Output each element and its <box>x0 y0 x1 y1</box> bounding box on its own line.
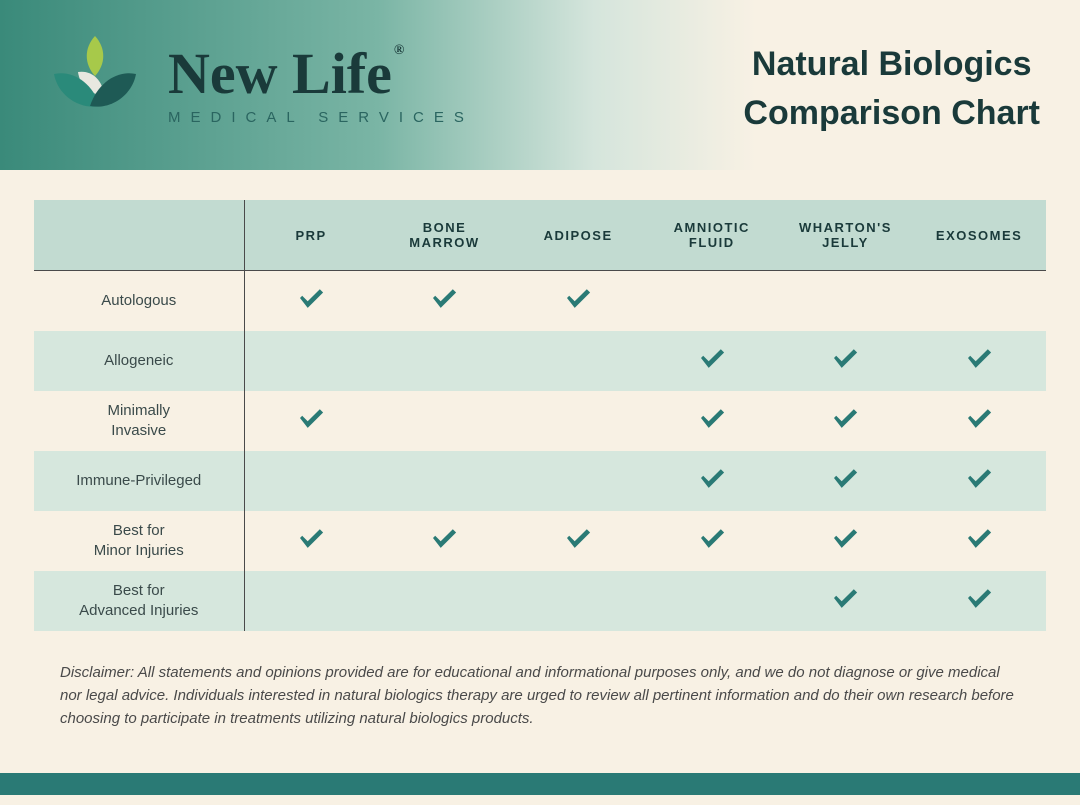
cell <box>779 391 913 451</box>
cell <box>378 511 512 571</box>
cell <box>779 571 913 631</box>
brand-name-text: New Life <box>168 41 392 106</box>
header: New Life® MEDICAL SERVICES Natural Biolo… <box>0 0 1080 170</box>
table-row: Allogeneic <box>34 331 1046 391</box>
cell <box>912 571 1046 631</box>
table-body: AutologousAllogeneicMinimallyInvasiveImm… <box>34 271 1046 631</box>
title-line-1: Natural Biologics <box>743 40 1040 89</box>
cell <box>912 511 1046 571</box>
check-icon <box>965 527 993 554</box>
cell <box>244 271 378 331</box>
row-label: Allogeneic <box>34 331 244 391</box>
cell <box>779 271 913 331</box>
cell <box>511 571 645 631</box>
row-label: Best forMinor Injuries <box>34 511 244 571</box>
cell <box>511 391 645 451</box>
title-line-2: Comparison Chart <box>743 89 1040 138</box>
cell <box>779 451 913 511</box>
check-icon <box>831 347 859 374</box>
disclaimer: Disclaimer: All statements and opinions … <box>0 631 1080 731</box>
cell <box>511 271 645 331</box>
table-row: Best forMinor Injuries <box>34 511 1046 571</box>
brand-tagline: MEDICAL SERVICES <box>168 109 474 126</box>
cell <box>244 571 378 631</box>
table-row: Immune-Privileged <box>34 451 1046 511</box>
check-icon <box>698 407 726 434</box>
cell <box>779 511 913 571</box>
col-header: WHARTON'SJELLY <box>779 200 913 271</box>
cell <box>378 571 512 631</box>
check-icon <box>831 587 859 614</box>
row-label: Immune-Privileged <box>34 451 244 511</box>
col-header: PRP <box>244 200 378 271</box>
cell <box>244 331 378 391</box>
footer-bar <box>0 773 1080 795</box>
check-icon <box>698 527 726 554</box>
check-icon <box>965 467 993 494</box>
check-icon <box>297 287 325 314</box>
col-header: EXOSOMES <box>912 200 1046 271</box>
check-icon <box>564 527 592 554</box>
brand-text: New Life® MEDICAL SERVICES <box>168 45 474 126</box>
check-icon <box>831 467 859 494</box>
col-header: AMNIOTICFLUID <box>645 200 779 271</box>
cell <box>912 391 1046 451</box>
cell <box>779 331 913 391</box>
table-row: Best forAdvanced Injuries <box>34 571 1046 631</box>
cell <box>912 271 1046 331</box>
cell <box>378 271 512 331</box>
corner-cell <box>34 200 244 271</box>
cell <box>645 571 779 631</box>
cell <box>511 331 645 391</box>
check-icon <box>698 467 726 494</box>
comparison-table: PRPBONEMARROWADIPOSEAMNIOTICFLUIDWHARTON… <box>34 200 1046 631</box>
cell <box>645 331 779 391</box>
page-title: Natural Biologics Comparison Chart <box>743 40 1040 139</box>
cell <box>378 451 512 511</box>
logo-icon <box>40 30 150 140</box>
cell <box>244 391 378 451</box>
check-icon <box>831 407 859 434</box>
brand-name: New Life® <box>168 45 474 103</box>
logo-block: New Life® MEDICAL SERVICES <box>40 30 474 140</box>
cell <box>378 331 512 391</box>
cell <box>378 391 512 451</box>
cell <box>244 511 378 571</box>
table-row: MinimallyInvasive <box>34 391 1046 451</box>
cell <box>912 331 1046 391</box>
col-header: BONEMARROW <box>378 200 512 271</box>
row-label: Best forAdvanced Injuries <box>34 571 244 631</box>
cell <box>244 451 378 511</box>
check-icon <box>564 287 592 314</box>
check-icon <box>965 407 993 434</box>
col-header: ADIPOSE <box>511 200 645 271</box>
registered-mark: ® <box>394 43 404 58</box>
row-label: Autologous <box>34 271 244 331</box>
table-header: PRPBONEMARROWADIPOSEAMNIOTICFLUIDWHARTON… <box>34 200 1046 271</box>
cell <box>912 451 1046 511</box>
check-icon <box>965 347 993 374</box>
cell <box>511 451 645 511</box>
cell <box>645 271 779 331</box>
cell <box>511 511 645 571</box>
check-icon <box>430 287 458 314</box>
comparison-table-wrap: PRPBONEMARROWADIPOSEAMNIOTICFLUIDWHARTON… <box>0 170 1080 631</box>
cell <box>645 511 779 571</box>
check-icon <box>831 527 859 554</box>
check-icon <box>297 527 325 554</box>
check-icon <box>430 527 458 554</box>
cell <box>645 451 779 511</box>
check-icon <box>297 407 325 434</box>
check-icon <box>965 587 993 614</box>
cell <box>645 391 779 451</box>
table-row: Autologous <box>34 271 1046 331</box>
check-icon <box>698 347 726 374</box>
row-label: MinimallyInvasive <box>34 391 244 451</box>
